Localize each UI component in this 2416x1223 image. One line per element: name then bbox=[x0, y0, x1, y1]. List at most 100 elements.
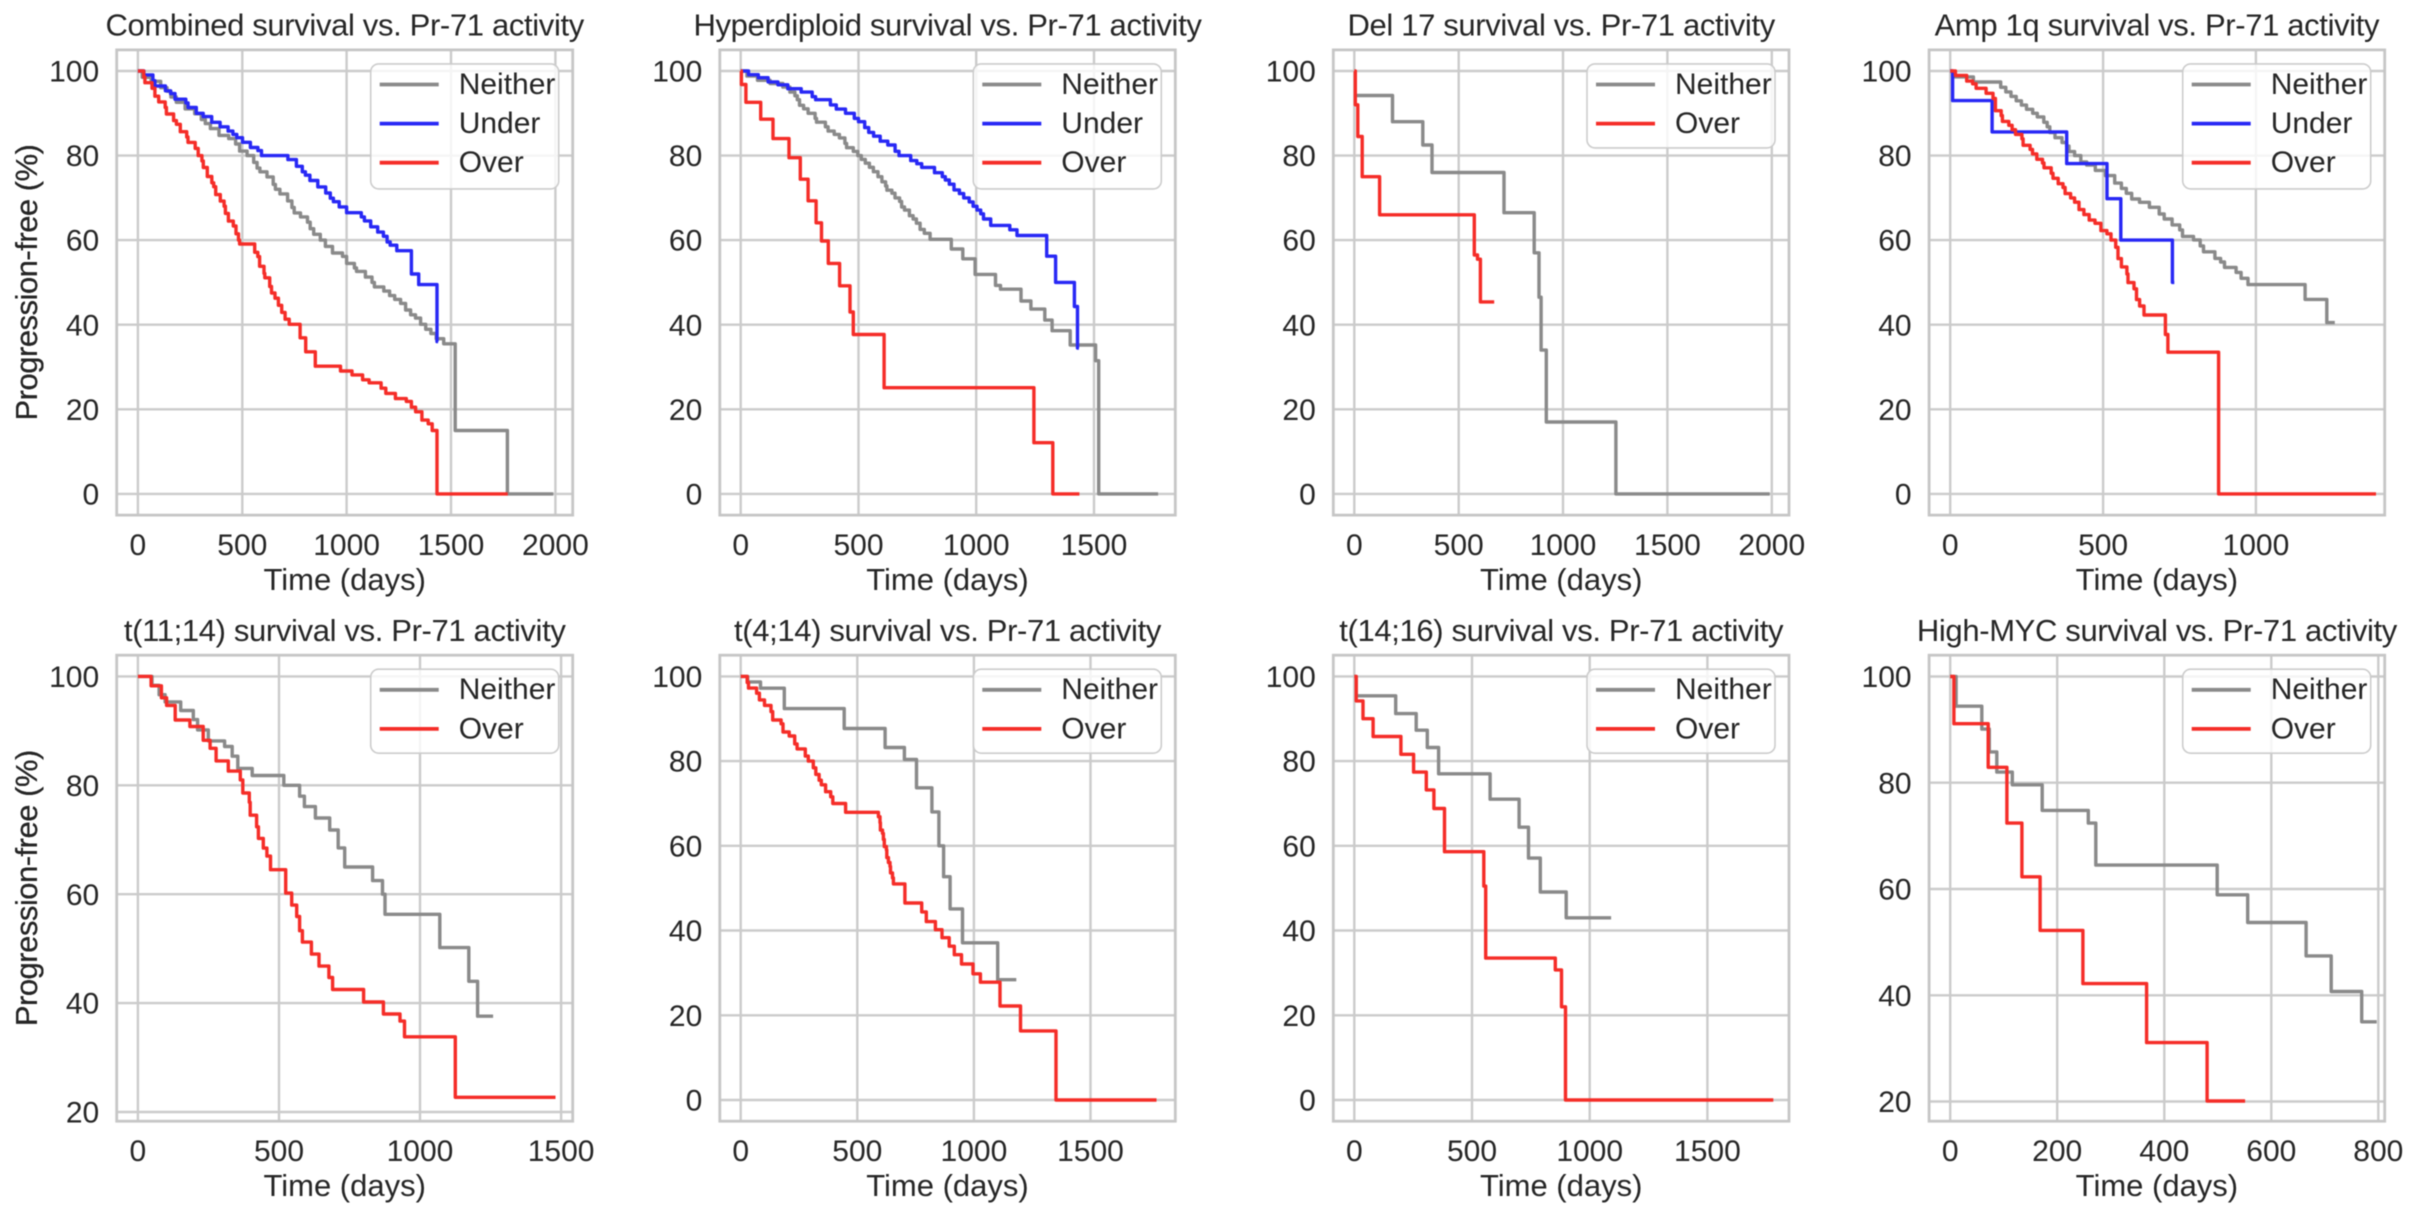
svg-text:1500: 1500 bbox=[1057, 1135, 1124, 1168]
svg-text:Over: Over bbox=[2271, 146, 2336, 179]
svg-text:20: 20 bbox=[1282, 394, 1315, 427]
svg-text:500: 500 bbox=[217, 529, 267, 562]
svg-text:Neither: Neither bbox=[1675, 673, 1772, 706]
svg-text:60: 60 bbox=[669, 225, 702, 258]
svg-text:1500: 1500 bbox=[418, 529, 485, 562]
svg-text:40: 40 bbox=[1878, 980, 1911, 1013]
svg-text:Over: Over bbox=[459, 712, 524, 745]
svg-text:t(14;16) survival vs. Pr-71 ac: t(14;16) survival vs. Pr-71 activity bbox=[1339, 613, 1784, 648]
svg-text:Time (days): Time (days) bbox=[866, 1168, 1028, 1203]
svg-text:0: 0 bbox=[1942, 1135, 1959, 1168]
svg-text:100: 100 bbox=[49, 661, 99, 694]
svg-text:60: 60 bbox=[669, 830, 702, 863]
svg-text:100: 100 bbox=[652, 661, 702, 694]
svg-text:Combined survival vs. Pr-71 ac: Combined survival vs. Pr-71 activity bbox=[106, 8, 585, 43]
svg-text:Time (days): Time (days) bbox=[263, 1168, 425, 1203]
svg-text:1000: 1000 bbox=[387, 1135, 454, 1168]
svg-text:200: 200 bbox=[2032, 1135, 2082, 1168]
svg-text:Hyperdiploid survival vs. Pr-7: Hyperdiploid survival vs. Pr-71 activity bbox=[693, 8, 1202, 43]
svg-text:Time (days): Time (days) bbox=[866, 562, 1028, 597]
svg-text:0: 0 bbox=[1895, 479, 1912, 512]
svg-text:0: 0 bbox=[732, 529, 749, 562]
svg-text:80: 80 bbox=[66, 140, 99, 173]
svg-text:Del 17 survival vs. Pr-71 acti: Del 17 survival vs. Pr-71 activity bbox=[1347, 8, 1775, 43]
svg-text:80: 80 bbox=[1878, 140, 1911, 173]
svg-text:Progression-free (%): Progression-free (%) bbox=[9, 750, 44, 1026]
svg-text:100: 100 bbox=[1862, 56, 1912, 89]
svg-text:Progression-free (%): Progression-free (%) bbox=[9, 750, 44, 1026]
svg-text:t(11;14) survival vs. Pr-71 ac: t(11;14) survival vs. Pr-71 activity bbox=[124, 613, 566, 648]
svg-text:Neither: Neither bbox=[1675, 68, 1772, 101]
svg-text:1500: 1500 bbox=[528, 1135, 595, 1168]
svg-text:80: 80 bbox=[669, 140, 702, 173]
svg-text:Time (days): Time (days) bbox=[2076, 562, 2238, 597]
svg-text:20: 20 bbox=[66, 394, 99, 427]
svg-text:Over: Over bbox=[1675, 107, 1740, 140]
svg-text:60: 60 bbox=[1878, 225, 1911, 258]
svg-text:Neither: Neither bbox=[459, 673, 556, 706]
svg-text:Neither: Neither bbox=[2271, 673, 2368, 706]
svg-text:60: 60 bbox=[1282, 225, 1315, 258]
svg-text:60: 60 bbox=[66, 225, 99, 258]
svg-text:Progression-free (%): Progression-free (%) bbox=[9, 145, 44, 421]
svg-text:500: 500 bbox=[254, 1135, 304, 1168]
svg-text:Neither: Neither bbox=[1061, 673, 1158, 706]
svg-text:60: 60 bbox=[1878, 874, 1911, 907]
svg-text:Progression-free (%): Progression-free (%) bbox=[9, 750, 44, 1026]
svg-text:40: 40 bbox=[66, 309, 99, 342]
svg-text:Neither: Neither bbox=[459, 68, 556, 101]
svg-text:40: 40 bbox=[1878, 309, 1911, 342]
svg-text:1000: 1000 bbox=[2223, 529, 2290, 562]
svg-text:2000: 2000 bbox=[522, 529, 589, 562]
svg-text:100: 100 bbox=[49, 56, 99, 89]
svg-text:600: 600 bbox=[2246, 1135, 2296, 1168]
svg-text:20: 20 bbox=[669, 1000, 702, 1033]
svg-text:1500: 1500 bbox=[1674, 1135, 1741, 1168]
svg-text:80: 80 bbox=[669, 746, 702, 779]
svg-text:1000: 1000 bbox=[941, 1135, 1008, 1168]
svg-text:0: 0 bbox=[1346, 529, 1363, 562]
svg-text:Under: Under bbox=[2271, 107, 2353, 140]
svg-text:20: 20 bbox=[669, 394, 702, 427]
svg-text:Over: Over bbox=[459, 146, 524, 179]
svg-text:100: 100 bbox=[1266, 661, 1316, 694]
svg-text:1500: 1500 bbox=[1634, 529, 1701, 562]
svg-text:Over: Over bbox=[1675, 712, 1740, 745]
svg-text:Time (days): Time (days) bbox=[2076, 1168, 2238, 1203]
svg-text:1000: 1000 bbox=[313, 529, 380, 562]
svg-text:Over: Over bbox=[1061, 712, 1126, 745]
svg-text:800: 800 bbox=[2353, 1135, 2403, 1168]
svg-text:80: 80 bbox=[1878, 767, 1911, 800]
svg-text:Neither: Neither bbox=[2271, 68, 2368, 101]
svg-text:Time (days): Time (days) bbox=[1480, 1168, 1642, 1203]
svg-text:0: 0 bbox=[1942, 529, 1959, 562]
svg-text:80: 80 bbox=[66, 770, 99, 803]
svg-text:0: 0 bbox=[130, 529, 147, 562]
svg-text:0: 0 bbox=[732, 1135, 749, 1168]
svg-text:80: 80 bbox=[1282, 140, 1315, 173]
svg-text:20: 20 bbox=[1282, 1000, 1315, 1033]
svg-text:60: 60 bbox=[1282, 830, 1315, 863]
svg-text:1500: 1500 bbox=[1061, 529, 1128, 562]
svg-text:20: 20 bbox=[1878, 1086, 1911, 1119]
svg-text:0: 0 bbox=[1346, 1135, 1363, 1168]
svg-text:40: 40 bbox=[1282, 915, 1315, 948]
svg-text:500: 500 bbox=[833, 529, 883, 562]
svg-text:Progression-free (%): Progression-free (%) bbox=[9, 750, 44, 1026]
svg-text:500: 500 bbox=[832, 1135, 882, 1168]
svg-text:Time (days): Time (days) bbox=[263, 562, 425, 597]
svg-text:1000: 1000 bbox=[1530, 529, 1597, 562]
svg-text:100: 100 bbox=[652, 56, 702, 89]
svg-text:Over: Over bbox=[1061, 146, 1126, 179]
svg-text:40: 40 bbox=[1282, 309, 1315, 342]
svg-text:40: 40 bbox=[66, 988, 99, 1021]
svg-text:2000: 2000 bbox=[1738, 529, 1805, 562]
svg-text:0: 0 bbox=[686, 1085, 703, 1118]
svg-text:0: 0 bbox=[1299, 479, 1316, 512]
svg-text:Progression-free (%): Progression-free (%) bbox=[9, 145, 44, 421]
svg-text:Time (days): Time (days) bbox=[1480, 562, 1642, 597]
svg-text:0: 0 bbox=[1299, 1085, 1316, 1118]
svg-text:Neither: Neither bbox=[1061, 68, 1158, 101]
svg-text:Under: Under bbox=[1061, 107, 1143, 140]
svg-text:60: 60 bbox=[66, 879, 99, 912]
